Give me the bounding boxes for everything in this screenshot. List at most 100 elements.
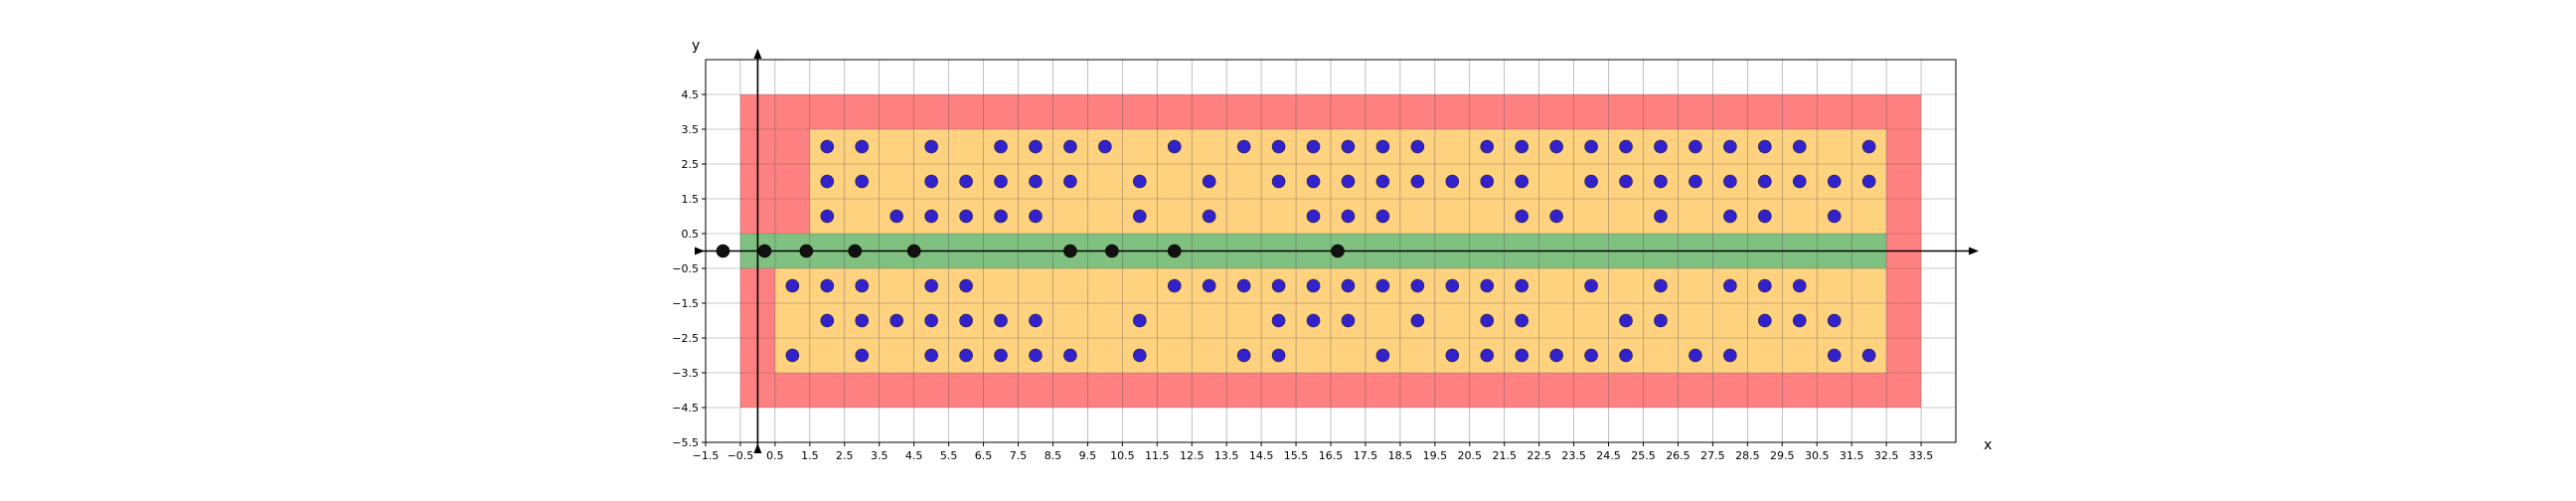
data-point-s0-109 [855,348,870,363]
data-point-s0-46 [1723,174,1737,189]
data-point-s0-98 [1306,313,1321,328]
data-point-s0-64 [1654,209,1668,224]
x-tick-label-2: 0.5 [766,449,784,462]
data-point-s0-23 [1792,139,1807,154]
data-point-s1-5 [1063,244,1077,258]
data-point-s0-102 [1515,313,1529,328]
data-point-s0-14 [1480,139,1495,154]
x-tick-label-9: 7.5 [1010,449,1028,462]
y-tick-label-6: 0.5 [682,228,700,241]
data-point-s0-122 [1549,348,1563,363]
data-point-s0-115 [1133,348,1147,363]
data-point-s0-84 [1584,278,1598,293]
x-tick-label-0: −1.5 [693,449,720,462]
data-point-s0-97 [1271,313,1286,328]
data-point-s0-35 [1306,174,1321,189]
data-point-s0-42 [1584,174,1598,189]
data-point-s0-5 [1063,139,1077,154]
x-tick-label-7: 5.5 [940,449,958,462]
data-point-s0-116 [1236,348,1251,363]
x-tick-label-28: 26.5 [1666,449,1690,462]
y-tick-label-4: −1.5 [672,297,699,310]
data-point-s0-76 [1271,278,1286,293]
data-point-s0-82 [1480,278,1495,293]
ticks-layer: −1.5 −0.5 0.5 1.5 2.5 3.5 4.5 5.5 6.5 7.5 8.5 9.5 10… [672,88,1933,462]
data-point-s0-36 [1341,174,1356,189]
y-tick-label-5: −0.5 [672,262,699,275]
x-tick-label-19: 17.5 [1354,449,1378,462]
data-point-s0-124 [1619,348,1633,363]
data-point-s0-54 [959,209,973,224]
x-tick-label-32: 30.5 [1805,449,1830,462]
y-axis-label: y [692,38,700,54]
data-point-s0-33 [1202,174,1216,189]
data-point-s0-94 [994,313,1008,328]
data-point-s0-83 [1515,278,1529,293]
data-point-s0-12 [1375,139,1390,154]
data-point-s0-105 [1758,313,1772,328]
data-point-s0-107 [1827,313,1842,328]
data-point-s0-103 [1619,313,1633,328]
data-point-s0-49 [1827,174,1842,189]
data-point-s0-9 [1271,139,1286,154]
data-point-s0-28 [959,174,973,189]
data-point-s0-17 [1584,139,1598,154]
data-point-s0-90 [855,313,870,328]
y-tick-label-0: −5.5 [672,436,699,449]
x-tick-label-35: 33.5 [1909,449,1934,462]
x-tick-label-24: 22.5 [1527,449,1551,462]
x-tick-label-12: 10.5 [1110,449,1135,462]
data-point-s0-47 [1758,174,1772,189]
data-point-s0-71 [924,278,938,293]
data-point-s0-69 [820,278,835,293]
data-point-s0-19 [1654,139,1668,154]
data-point-s0-123 [1584,348,1598,363]
y-tick-label-9: 3.5 [682,123,700,136]
y-tick-label-8: 2.5 [682,158,700,171]
data-point-s0-110 [924,348,938,363]
data-point-s0-44 [1654,174,1668,189]
data-point-s0-43 [1619,174,1633,189]
data-point-s0-89 [820,313,835,328]
data-point-s0-67 [1827,209,1842,224]
data-point-s0-111 [959,348,973,363]
data-point-s0-120 [1480,348,1495,363]
x-tick-label-33: 31.5 [1840,449,1864,462]
data-point-s0-26 [855,174,870,189]
data-point-s0-56 [1029,209,1043,224]
data-point-s0-57 [1133,209,1147,224]
data-point-s0-91 [889,313,903,328]
x-tick-label-21: 19.5 [1423,449,1448,462]
data-point-s0-0 [820,139,835,154]
data-point-s0-24 [1861,139,1876,154]
y-tick-label-2: −3.5 [672,367,699,380]
data-point-s0-38 [1410,174,1425,189]
data-point-s0-3 [994,139,1008,154]
x-tick-label-18: 16.5 [1319,449,1344,462]
data-point-s0-37 [1375,174,1390,189]
data-point-s0-25 [820,174,835,189]
data-point-s0-125 [1689,348,1702,363]
x-tick-label-26: 24.5 [1596,449,1621,462]
data-point-s0-96 [1133,313,1147,328]
x-tick-label-11: 9.5 [1079,449,1097,462]
data-point-s0-58 [1202,209,1216,224]
data-point-s0-31 [1063,174,1077,189]
data-point-s0-113 [1029,348,1043,363]
data-point-s0-60 [1341,209,1356,224]
data-point-s0-87 [1758,278,1772,293]
data-point-s0-77 [1306,278,1321,293]
data-point-s0-78 [1341,278,1356,293]
x-tick-label-27: 25.5 [1631,449,1656,462]
data-point-s0-75 [1236,278,1251,293]
points-layer [716,139,1876,363]
data-point-s0-117 [1271,348,1286,363]
data-point-s0-4 [1029,139,1043,154]
data-point-s0-121 [1515,348,1529,363]
y-tick-label-7: 1.5 [682,193,700,206]
data-point-s0-80 [1410,278,1425,293]
data-point-s0-114 [1063,348,1077,363]
y-tick-label-10: 4.5 [682,88,700,101]
data-point-s0-22 [1758,139,1772,154]
data-point-s1-1 [757,244,772,258]
